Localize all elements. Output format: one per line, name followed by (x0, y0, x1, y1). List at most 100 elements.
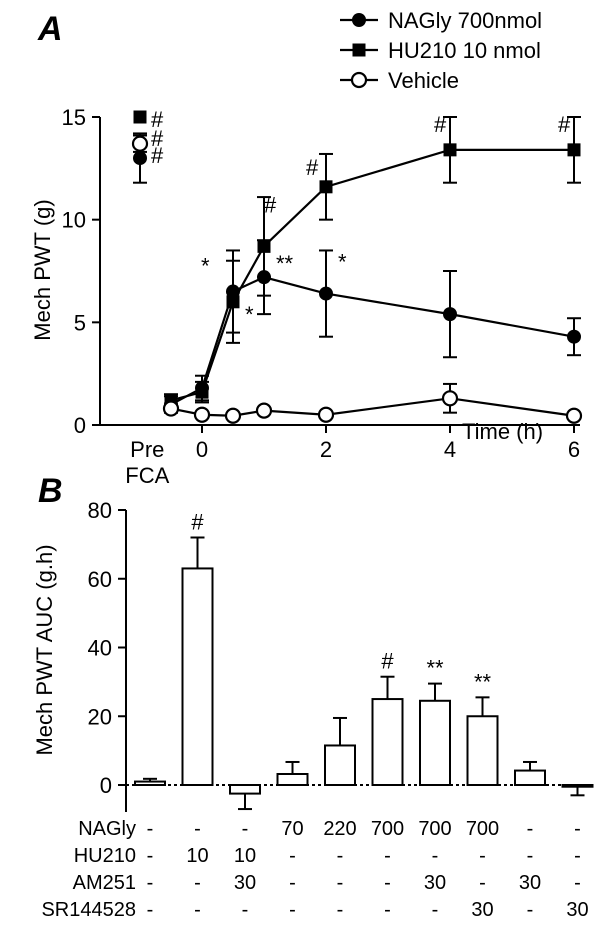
treatment-cell: 10 (186, 845, 208, 867)
series-2-point (255, 402, 273, 419)
series-0-pre-point (133, 151, 147, 166)
panel-b: B Mech PWT AUC (g.h) 0 20 40 60 80 # # ** ** NA… (32, 472, 594, 921)
panel-b-y-tick-label: 20 (88, 704, 112, 729)
treatment-cell: 700 (371, 818, 404, 840)
treatment-row-0: NAGly - - -70 220 700 700 700- - (78, 818, 581, 840)
treatment-row-name: SR144528 (41, 899, 136, 921)
series-2-point (193, 406, 211, 423)
series-1-point (319, 180, 333, 194)
series-1-significance-label: # (558, 112, 571, 137)
bar-6-significance-label: ** (426, 656, 444, 681)
bar-1 (181, 567, 214, 786)
treatment-cell: 700 (418, 818, 451, 840)
bar-2 (229, 784, 261, 795)
panel-a-x-tick-label: 2 (320, 437, 332, 462)
bar-7-significance-label: ** (474, 669, 492, 694)
panel-a-x-axis-title: Time (h) (462, 419, 543, 444)
treatment-cell: - (194, 899, 201, 921)
panel-a-series: * ** *#*### ### (131, 107, 583, 424)
bar-group-4 (324, 716, 356, 786)
bar-group-3 (276, 760, 309, 786)
bar-group-7: ** (466, 669, 499, 786)
treatment-cell: - (432, 899, 439, 921)
treatment-cell: - (242, 899, 249, 921)
series-2-point (162, 400, 180, 417)
panel-b-y-tick-label: 60 (88, 567, 112, 592)
bar-6 (419, 699, 451, 786)
treatment-cell: - (384, 899, 391, 921)
panel-a-letter: A (37, 10, 63, 48)
panel-b-letter: B (38, 472, 63, 510)
series-1-line (170, 148, 574, 402)
panel-b-axes: 0 20 40 60 80 (88, 498, 127, 812)
legend-marker (352, 13, 366, 27)
series-1-significance-label: # (306, 155, 319, 180)
panel-a-y-tick-label: 10 (62, 208, 86, 233)
treatment-cell: - (242, 818, 249, 840)
treatment-row-1: HU210-10 10- - - - - - - (74, 845, 581, 867)
treatment-cell: 700 (466, 818, 499, 840)
treatment-cell: 220 (323, 818, 356, 840)
treatment-cell: 10 (234, 845, 256, 867)
series-1: * # # # # # (133, 110, 581, 408)
treatment-table: NAGly - - -70 220 700 700 700- -HU210-10 10- - - - - -… (41, 818, 588, 921)
bar-group-9 (561, 784, 594, 797)
treatment-cell: - (194, 872, 201, 894)
series-1-point (257, 239, 271, 253)
treatment-cell: - (194, 818, 201, 840)
panel-b-y-axis-title: Mech PWT AUC (g.h) (32, 544, 57, 755)
legend-entry-1: HU210 10 nmol (340, 38, 541, 63)
legend-entry-2: Vehicle (340, 68, 459, 93)
series-2-point (441, 390, 459, 407)
bar-8 (514, 769, 546, 786)
legend-label: Vehicle (388, 68, 459, 93)
series-0-significance-label: * (201, 254, 210, 279)
panel-a-y-tick-label: 5 (74, 310, 86, 335)
treatment-row-2: AM251- -30- - -30-30- (73, 872, 581, 894)
treatment-cell: - (337, 899, 344, 921)
series-2-point (317, 406, 335, 423)
bar-group-2 (229, 784, 261, 811)
treatment-row-name: NAGly (78, 818, 136, 840)
series-1-point (567, 143, 581, 157)
legend-a: NAGly 700nmol HU210 10 nmol Vehicle (340, 8, 542, 93)
treatment-cell: - (147, 899, 154, 921)
series-2-pre-label: # (151, 107, 164, 132)
series-2-point (565, 407, 583, 424)
treatment-cell: - (432, 845, 439, 867)
series-1-significance-label: * (245, 302, 254, 327)
series-1-significance-label: # (264, 192, 277, 217)
panel-a: A NAGly 700nmol HU210 10 nmol Vehicle Mech… (30, 8, 583, 488)
bar-5 (371, 698, 404, 786)
series-2-point (224, 407, 242, 424)
series-2-pre-point (131, 135, 149, 152)
panel-a-x-tick-label: 0 (196, 437, 208, 462)
panel-b-y-tick-label: 0 (100, 773, 112, 798)
treatment-cell: - (574, 818, 581, 840)
treatment-cell: 30 (519, 872, 541, 894)
series-0: * ** *# (133, 132, 581, 414)
treatment-cell: - (147, 818, 154, 840)
treatment-cell: - (527, 845, 534, 867)
treatment-row-3: SR144528- - - - - - -30-30 (41, 899, 588, 921)
panel-a-axes: 0 5 10 15 Pre FCA 0 2 4 6 (62, 105, 581, 488)
treatment-cell: - (384, 872, 391, 894)
treatment-cell: - (574, 872, 581, 894)
treatment-row-name: AM251 (73, 872, 136, 894)
bar-group-8 (514, 760, 546, 786)
bar-4 (324, 744, 356, 786)
treatment-cell: - (289, 872, 296, 894)
series-0-pre-label: # (151, 143, 164, 168)
series-1-point (195, 385, 209, 399)
treatment-cell: - (527, 818, 534, 840)
bar-5-significance-label: # (381, 649, 394, 674)
bar-7 (466, 715, 499, 786)
panel-a-y-axis-title: Mech PWT (g) (30, 199, 55, 340)
treatment-cell: - (527, 899, 534, 921)
treatment-cell: - (289, 899, 296, 921)
treatment-cell: - (384, 845, 391, 867)
series-0-significance-label: * (338, 250, 347, 275)
treatment-cell: 30 (234, 872, 256, 894)
treatment-cell: 30 (424, 872, 446, 894)
